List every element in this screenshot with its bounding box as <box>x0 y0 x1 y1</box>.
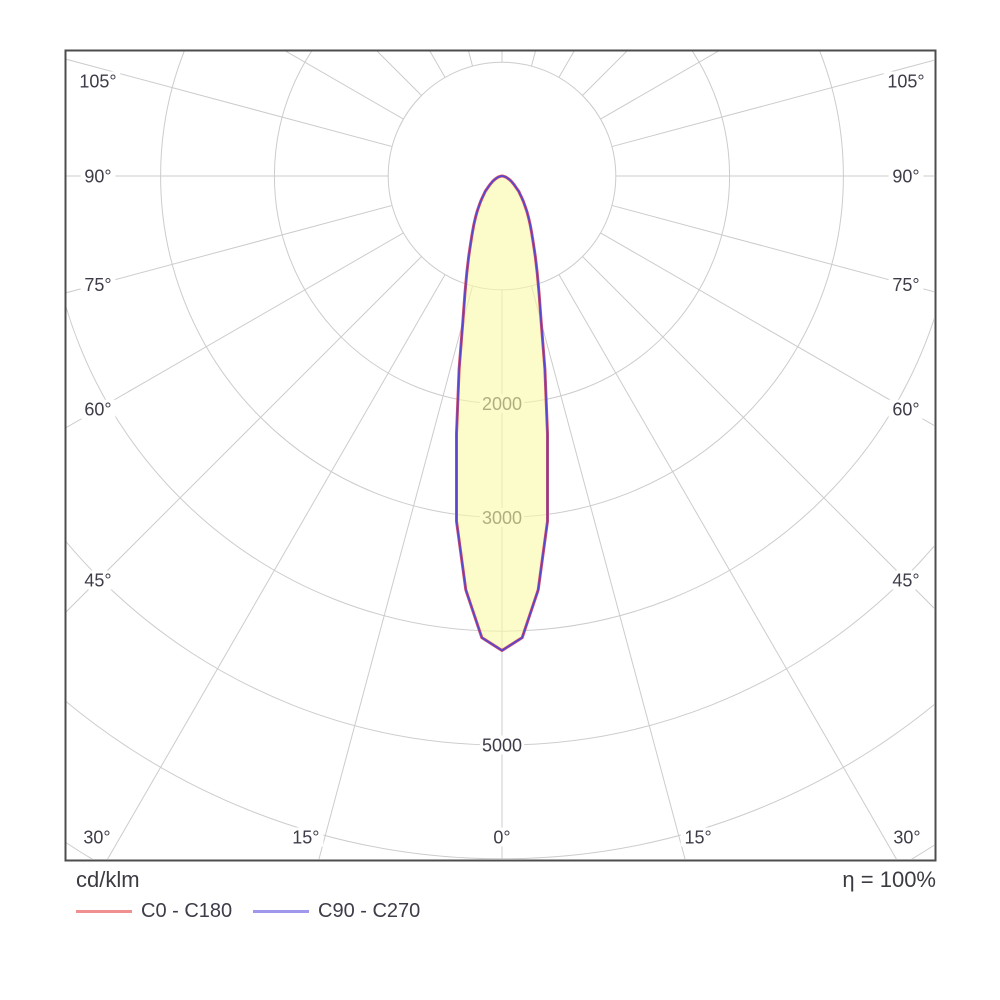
efficiency-label: η = 100% <box>842 867 936 892</box>
legend-label-c90-c270: C90 - C270 <box>318 900 421 922</box>
polar-grid-spoke <box>66 204 393 294</box>
angle-label: 105° <box>79 72 116 92</box>
angle-label: 15° <box>684 828 711 848</box>
angle-label: 15° <box>292 828 319 848</box>
polar-grid-spoke <box>66 256 422 613</box>
polar-grid-spoke <box>530 285 686 859</box>
polar-grid-spoke <box>582 51 628 96</box>
beam-curve-c90-c270 <box>455 175 549 652</box>
polar-grid-spoke <box>467 51 474 67</box>
polar-grid-spoke <box>611 59 934 148</box>
angle-label: 90° <box>892 167 919 187</box>
polar-grid-spoke <box>600 232 934 426</box>
angle-label: 60° <box>892 400 919 420</box>
c90-c270-line-swatch-icon <box>253 909 309 913</box>
angle-label: 105° <box>887 72 924 92</box>
angle-label: 0° <box>493 828 510 848</box>
angle-label: 90° <box>84 167 111 187</box>
polar-grid-spoke <box>600 51 720 120</box>
legend-item-c90-c270: C90 - C270 <box>253 899 420 923</box>
polar-grid-spoke <box>582 256 934 609</box>
angle-label: 75° <box>84 275 111 295</box>
angle-label: 45° <box>892 571 919 591</box>
angle-label: 45° <box>84 571 111 591</box>
c0-c180-line-swatch-icon <box>76 909 132 913</box>
polar-grid-spoke <box>429 51 446 78</box>
legend-label-c0-c180: C0 - C180 <box>141 900 233 922</box>
units-label: cd/klm <box>76 867 140 892</box>
polar-grid-spoke <box>284 51 404 120</box>
legend-item-c0-c180: C0 - C180 <box>76 899 232 923</box>
polar-grid-spoke <box>530 51 537 67</box>
angle-label: 75° <box>892 275 919 295</box>
polar-grid-spoke <box>611 204 934 293</box>
polar-grid-spoke <box>107 274 446 859</box>
polar-grid-spoke <box>376 51 422 96</box>
polar-grid-spoke <box>66 232 404 429</box>
angle-label: 30° <box>83 828 110 848</box>
plot-border <box>64 49 937 862</box>
polar-grid-spoke <box>558 51 575 78</box>
polar-grid-spoke <box>66 58 393 148</box>
polar-grid-spoke <box>558 274 897 859</box>
angle-label: 30° <box>893 828 920 848</box>
ring-value-label: 5000 <box>482 736 522 756</box>
legend: C0 - C180 C90 - C270 <box>0 899 1000 923</box>
polar-grid-spoke <box>318 285 474 859</box>
angle-label: 60° <box>84 400 111 420</box>
